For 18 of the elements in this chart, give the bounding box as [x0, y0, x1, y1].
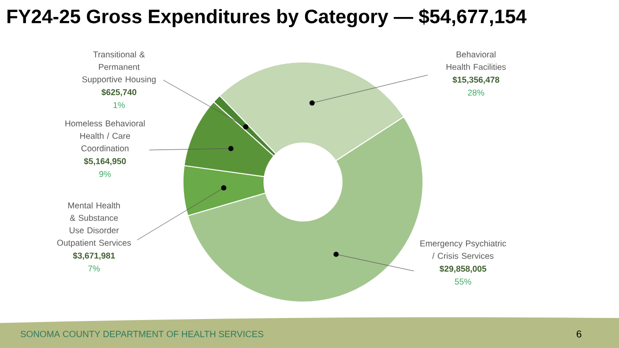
slice-label: Homeless Behavioral Health / Care Coordination	[65, 120, 145, 152]
data-label: $625,740	[101, 88, 136, 96]
text: SONOMA COUNTY DEPARTMENT OF HEALTH SERVICES	[20, 330, 264, 338]
text: 6	[576, 330, 582, 338]
data-label: $29,858,005	[440, 265, 486, 273]
slice-label: Transitional & Permanent Supportive Housing	[82, 51, 156, 84]
slice-label: Behavioral Health Facilities	[446, 51, 506, 70]
chart-title: FY24-25 Gross Expenditures by Category — $54,677,154	[7, 8, 526, 28]
text: 9%	[99, 171, 111, 178]
data-label: $3,671,981	[72, 252, 115, 260]
data-label: $5,164,950	[84, 158, 126, 166]
text: 55%	[454, 278, 472, 285]
slice-label: Emergency Psychiatric / Crisis Services	[420, 240, 506, 259]
text: 7%	[88, 266, 100, 272]
text: 1%	[114, 102, 125, 108]
text: 28%	[468, 90, 484, 96]
data-label: $15,356,478	[452, 76, 500, 84]
slice-label: Mental Health & Substance Use Disorder Outpatient Services	[57, 202, 131, 248]
